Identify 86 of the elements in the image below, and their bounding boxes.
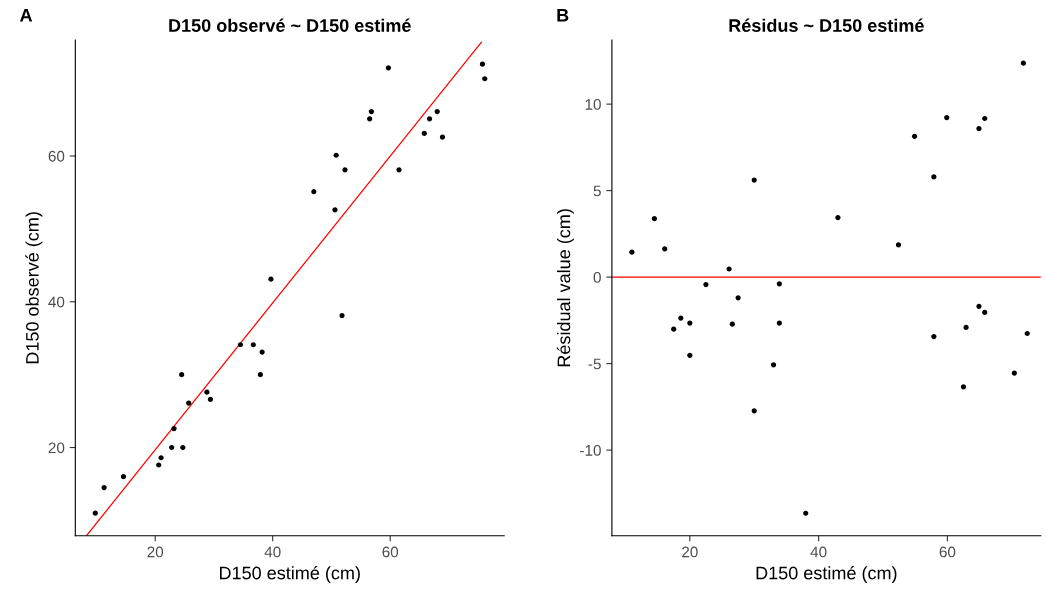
point <box>671 326 677 332</box>
y-tick-label: 0 <box>593 271 601 283</box>
point <box>895 242 902 248</box>
point <box>678 315 684 321</box>
point <box>385 65 392 71</box>
point <box>776 281 782 287</box>
point <box>703 281 709 288</box>
y-axis-title: Résidual value (cm) <box>556 209 574 367</box>
point <box>434 108 440 115</box>
point <box>368 108 374 115</box>
y-tick-label: 10 <box>585 98 601 110</box>
point <box>237 342 243 348</box>
point <box>268 276 274 282</box>
point <box>751 408 757 414</box>
point <box>776 320 782 326</box>
point <box>1020 60 1026 66</box>
point <box>735 295 741 301</box>
x-axis-title: D150 estimé (cm) <box>219 565 360 583</box>
y-tick-label: 60 <box>48 150 65 162</box>
y-tick-label: -5 <box>588 358 601 370</box>
point <box>651 216 658 222</box>
point <box>92 510 98 516</box>
point <box>1024 330 1030 337</box>
x-tick-label: 20 <box>682 546 698 558</box>
point <box>662 246 668 252</box>
y-tick-label: 5 <box>593 185 601 197</box>
point <box>1011 370 1017 376</box>
point <box>207 396 214 403</box>
point <box>101 485 107 491</box>
point <box>367 116 373 122</box>
point <box>342 167 348 173</box>
point <box>180 444 186 451</box>
point <box>421 130 427 137</box>
point <box>204 389 210 395</box>
point <box>158 455 164 461</box>
point <box>339 313 345 319</box>
point <box>179 372 185 378</box>
point <box>156 462 162 468</box>
point <box>311 189 317 195</box>
point <box>803 510 809 516</box>
x-tick-label: 20 <box>147 546 164 558</box>
point <box>982 309 988 315</box>
point <box>332 207 338 213</box>
point <box>439 134 446 140</box>
point <box>726 266 732 272</box>
point <box>982 115 988 122</box>
point <box>976 126 982 132</box>
x-tick-label: 60 <box>382 546 399 558</box>
point <box>120 474 127 480</box>
point <box>333 152 339 158</box>
point <box>257 372 263 378</box>
point <box>835 215 841 221</box>
point <box>426 116 433 122</box>
point <box>960 384 967 390</box>
point <box>729 321 735 327</box>
point <box>687 352 693 358</box>
point <box>629 249 635 255</box>
point <box>169 444 175 451</box>
text: A <box>20 9 33 22</box>
x-tick-label: 40 <box>810 546 827 558</box>
y-axis-title: D150 observé (cm) <box>25 212 43 364</box>
point <box>911 133 918 139</box>
point <box>479 61 486 67</box>
chart-title: Résidus ~ D150 estimé <box>729 18 924 32</box>
y-tick-label: -10 <box>580 444 601 456</box>
point <box>687 320 693 326</box>
point <box>931 334 937 340</box>
point <box>482 76 488 82</box>
x-tick-label: 60 <box>939 546 956 558</box>
chart-title: D150 observé ~ D150 estimé <box>169 18 411 32</box>
text: B <box>557 9 569 22</box>
point <box>250 342 256 348</box>
x-axis-title: D150 estimé (cm) <box>756 565 897 583</box>
point <box>963 324 969 331</box>
point <box>944 115 950 121</box>
point <box>171 425 177 432</box>
point <box>396 167 402 173</box>
point <box>751 177 757 183</box>
point <box>259 349 265 355</box>
x-tick-label: 40 <box>264 546 281 558</box>
y-tick-label: 40 <box>48 296 65 308</box>
point <box>976 303 982 309</box>
point <box>931 174 937 180</box>
point <box>770 362 777 368</box>
point <box>186 400 192 406</box>
y-tick-label: 20 <box>48 442 65 454</box>
